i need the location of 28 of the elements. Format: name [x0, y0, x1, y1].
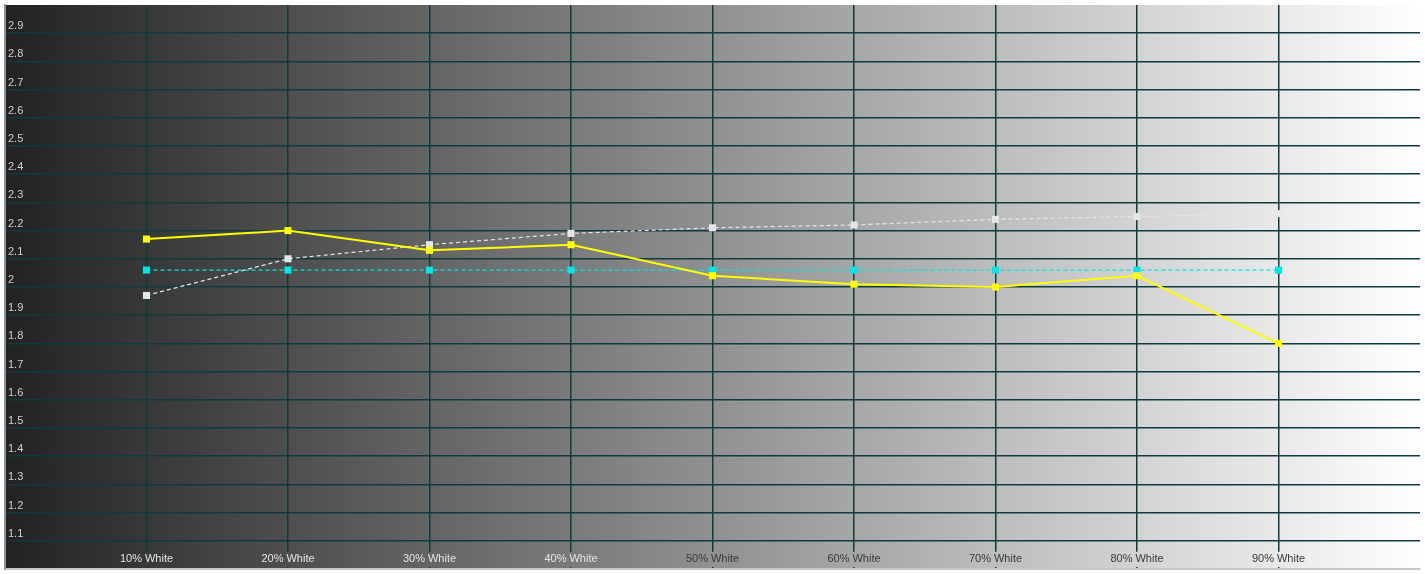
y-tick-label: 1.3	[8, 470, 24, 483]
y-tick-label: 2.5	[8, 132, 24, 145]
y-tick-label: 1.4	[8, 442, 24, 455]
x-tick-label: 40% White	[544, 552, 598, 565]
y-tick-label: 2.8	[8, 47, 24, 60]
x-tick-label: 90% White	[1251, 552, 1306, 565]
y-tick-label: 1.9	[8, 301, 24, 314]
x-tick-label: 60% White	[827, 552, 881, 565]
y-tick-label: 2.9	[8, 19, 24, 32]
x-tick-label: 70% White	[968, 552, 1023, 565]
x-tick-label: 50% White	[685, 552, 740, 565]
y-tick-label: 2.4	[8, 160, 24, 173]
y-tick-label: 1.5	[8, 414, 24, 427]
y-tick-label: 1.6	[8, 385, 24, 398]
x-tick-label: 30% White	[402, 552, 457, 565]
y-tick-label: 2.1	[8, 244, 24, 257]
y-tick-label: 2.3	[8, 188, 24, 201]
y-tick-label: 2.6	[8, 103, 24, 116]
y-tick-label: 2.2	[8, 216, 24, 229]
y-tick-label: 1.8	[8, 329, 24, 342]
y-tick-label: 1.7	[8, 357, 24, 370]
x-tick-label: 20% White	[261, 552, 315, 565]
y-tick-label: 2.7	[8, 75, 24, 88]
x-tick-label: 10% White	[119, 552, 174, 565]
y-tick-label: 1.2	[8, 498, 24, 511]
y-tick-label: 2	[8, 273, 15, 286]
x-tick-label: 80% White	[1110, 552, 1164, 565]
y-tick-label: 1.1	[8, 526, 24, 539]
